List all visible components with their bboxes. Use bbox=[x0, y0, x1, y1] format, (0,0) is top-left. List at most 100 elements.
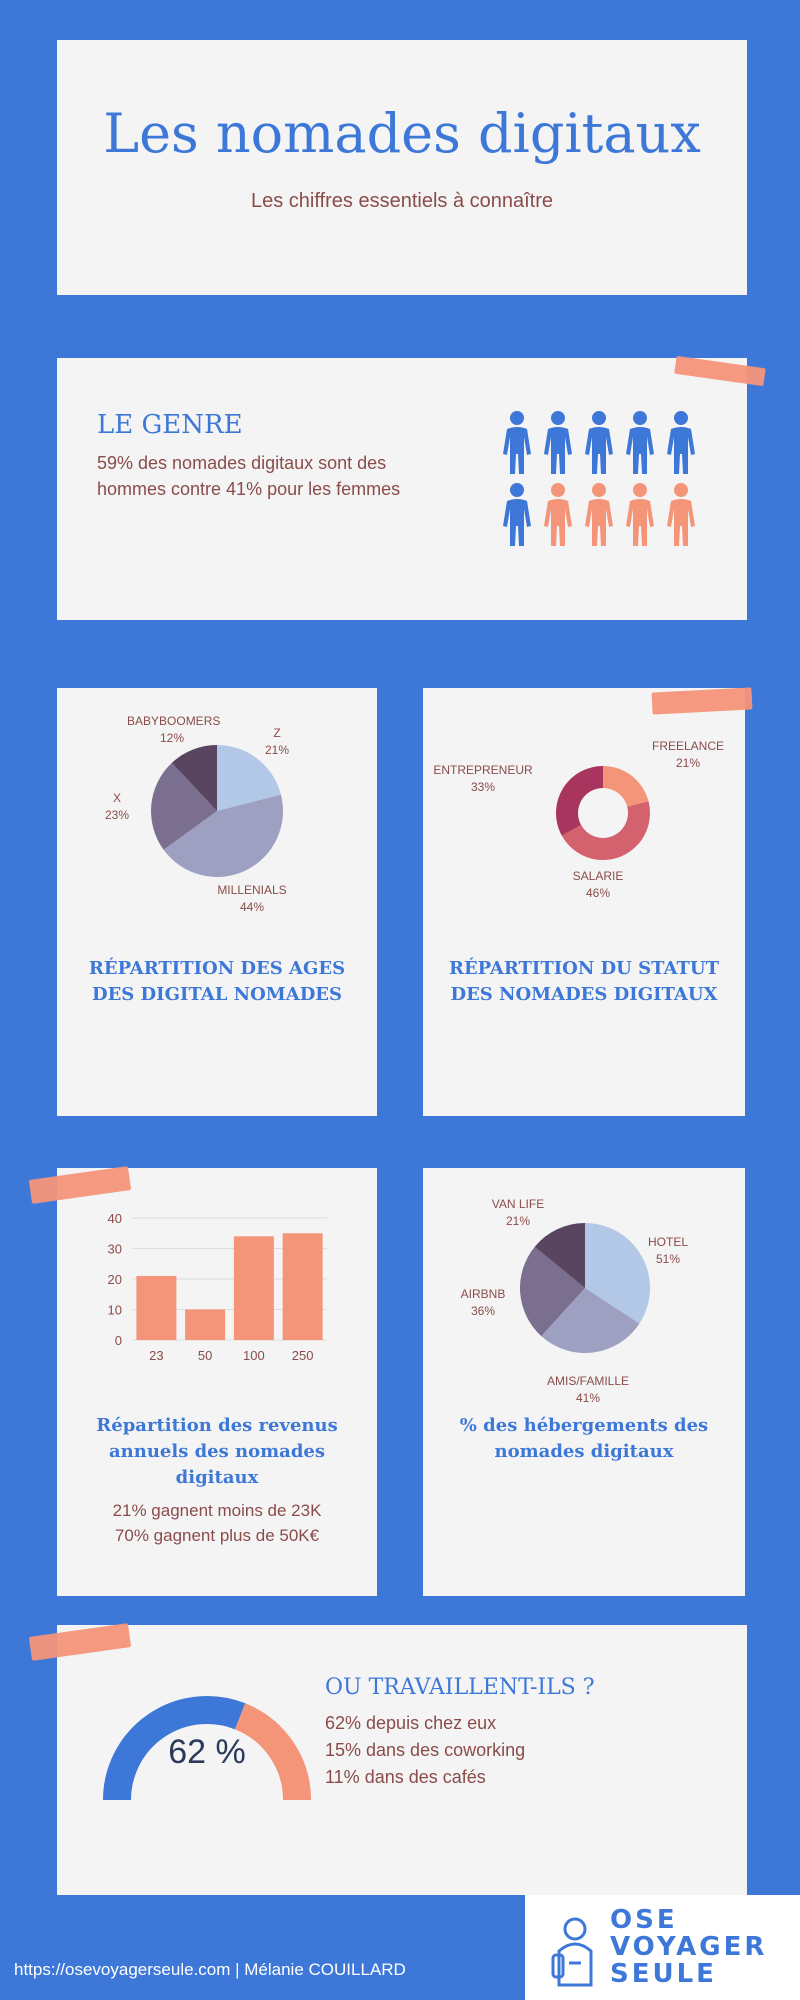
woman-icon bbox=[667, 483, 695, 546]
heb-label-amis-famille-name: AMIS/FAMILLE bbox=[546, 1374, 630, 1388]
logo-line-3: SEULE bbox=[610, 1959, 717, 1989]
statut-label-entrepreneur: ENTREPRENEUR 33% bbox=[433, 762, 533, 796]
travail-card: 62 % OU TRAVAILLENT-ILS ? 62% depuis che… bbox=[57, 1625, 747, 1895]
gauge-remainder bbox=[234, 1703, 311, 1801]
statut-title-line-1: RÉPARTITION DU STATUT bbox=[449, 958, 719, 979]
revenus-title: Répartition des revenus annuels des noma… bbox=[57, 1413, 377, 1491]
y-tick-label: 40 bbox=[108, 1211, 122, 1226]
logo-line-2: VOYAGER bbox=[610, 1932, 768, 1962]
statut-label-salarie-value: 46% bbox=[585, 886, 611, 900]
man-icon bbox=[667, 411, 695, 474]
travail-line-2: 15% dans des coworking bbox=[325, 1740, 526, 1760]
statut-donut-chart bbox=[556, 766, 650, 860]
woman-icon bbox=[585, 483, 613, 546]
ages-label-millenials: MILLENIALS 44% bbox=[207, 882, 297, 916]
woman-icon bbox=[544, 483, 572, 546]
genre-text: 59% des nomades digitaux sont des hommes… bbox=[97, 450, 400, 502]
ages-label-x-value: 23% bbox=[104, 808, 130, 822]
statut-label-salarie-name: SALARIE bbox=[572, 869, 624, 883]
x-tick-label: 50 bbox=[198, 1348, 212, 1363]
y-tick-label: 0 bbox=[115, 1333, 122, 1348]
header-card: Les nomades digitaux Les chiffres essent… bbox=[57, 40, 747, 295]
statut-title: RÉPARTITION DU STATUT DES NOMADES DIGITA… bbox=[423, 956, 745, 1008]
statut-slice-freelance bbox=[603, 766, 649, 807]
statut-slice-entrepreneur bbox=[556, 766, 603, 836]
ages-slice-z bbox=[217, 745, 281, 811]
gauge-fill bbox=[103, 1696, 246, 1801]
hebergements-pie-chart bbox=[520, 1223, 650, 1353]
statut-label-entrepreneur-value: 33% bbox=[470, 780, 496, 794]
revenus-card: 0 10 20 30 40 23 50 100 250 Répartition des reve… bbox=[57, 1168, 377, 1596]
statut-label-entrepreneur-name: ENTREPRENEUR bbox=[433, 763, 533, 777]
statut-slice-salarie bbox=[561, 801, 650, 860]
ages-title-line-2: DES DIGITAL NOMADES bbox=[91, 984, 343, 1005]
statut-label-freelance-name: FREELANCE bbox=[651, 739, 725, 753]
man-icon bbox=[544, 411, 572, 474]
revenus-title-line-2: annuels des nomades bbox=[108, 1441, 326, 1462]
ages-title-line-1: RÉPARTITION DES AGES bbox=[88, 958, 346, 979]
heb-slice-airbnb bbox=[520, 1246, 585, 1337]
revenus-stats: 21% gagnent moins de 23K 70% gagnent plu… bbox=[57, 1498, 377, 1548]
people-icons bbox=[503, 411, 695, 546]
heb-label-hotel-name: HOTEL bbox=[647, 1235, 688, 1249]
heb-slice-hotel bbox=[585, 1223, 650, 1324]
y-tick-label: 10 bbox=[108, 1303, 122, 1318]
heb-label-van-life: VAN LIFE 21% bbox=[483, 1196, 553, 1230]
revenus-stat-1: 21% gagnent moins de 23K bbox=[112, 1501, 322, 1520]
ages-slice-millenials bbox=[163, 794, 283, 877]
statut-label-freelance-value: 21% bbox=[675, 756, 701, 770]
statut-label-freelance: FREELANCE 21% bbox=[643, 738, 733, 772]
man-icon bbox=[503, 483, 531, 546]
hebergements-card: VAN LIFE 21% HOTEL 51% AIRBNB 36% AMIS/F… bbox=[423, 1168, 745, 1596]
woman-icon bbox=[626, 483, 654, 546]
page-subtitle: Les chiffres essentiels à connaître bbox=[250, 190, 554, 212]
genre-text-line-1: 59% des nomades digitaux sont des bbox=[97, 453, 387, 473]
logo-text: OSE VOYAGER SEULE bbox=[610, 1907, 767, 1988]
ages-label-babyboomers: BABYBOOMERS 12% bbox=[127, 713, 221, 747]
ages-label-babyboomers-name: BABYBOOMERS bbox=[127, 714, 221, 728]
hebergements-title: % des hébergements des nomades digitaux bbox=[423, 1413, 745, 1465]
page-title: Les nomades digitaux bbox=[103, 102, 701, 165]
footer-credit: https://osevoyagerseule.com | Mélanie CO… bbox=[14, 1960, 406, 1979]
heb-label-airbnb-name: AIRBNB bbox=[460, 1287, 506, 1301]
ages-label-x-name: X bbox=[112, 791, 121, 805]
logo-line-1: OSE bbox=[610, 1905, 678, 1935]
travail-lines: 62% depuis chez eux 15% dans des coworki… bbox=[325, 1710, 525, 1791]
genre-card: LE GENRE 59% des nomades digitaux sont d… bbox=[57, 358, 747, 620]
man-icon bbox=[503, 411, 531, 474]
y-tick-label: 20 bbox=[108, 1272, 122, 1287]
ages-title: RÉPARTITION DES AGES DES DIGITAL NOMADES bbox=[57, 956, 377, 1008]
ages-label-z-value: 21% bbox=[264, 743, 290, 757]
hebergements-title-line-2: nomades digitaux bbox=[494, 1441, 674, 1462]
revenus-title-line-3: digitaux bbox=[175, 1467, 259, 1488]
x-tick-label: 100 bbox=[243, 1348, 265, 1363]
genre-heading: LE GENRE bbox=[97, 410, 243, 440]
bar-23 bbox=[136, 1275, 177, 1340]
heb-slice-van-life bbox=[534, 1223, 585, 1288]
ages-label-millenials-name: MILLENIALS bbox=[217, 883, 287, 897]
statut-title-line-2: DES NOMADES DIGITAUX bbox=[450, 984, 718, 1005]
revenus-stat-2: 70% gagnent plus de 50K€ bbox=[114, 1526, 320, 1545]
ages-label-z: Z 21% bbox=[252, 725, 302, 759]
logo-box: OSE VOYAGER SEULE bbox=[525, 1895, 800, 2000]
travail-gauge bbox=[103, 1696, 311, 1801]
heb-label-van-life-value: 21% bbox=[505, 1214, 531, 1228]
ages-label-x: X 23% bbox=[97, 790, 137, 824]
ages-label-babyboomers-value: 12% bbox=[159, 731, 185, 745]
ages-label-z-name: Z bbox=[273, 726, 281, 740]
revenus-title-line-1: Répartition des revenus bbox=[96, 1415, 338, 1436]
man-icon bbox=[585, 411, 613, 474]
x-tick-label: 23 bbox=[149, 1348, 163, 1363]
heb-label-amis-famille: AMIS/FAMILLE 41% bbox=[533, 1373, 643, 1407]
ages-label-millenials-value: 44% bbox=[239, 900, 265, 914]
man-icon bbox=[626, 411, 654, 474]
ages-slice-babyboomers bbox=[171, 745, 217, 811]
heb-label-hotel-value: 51% bbox=[655, 1252, 681, 1266]
y-tick-label: 30 bbox=[108, 1242, 122, 1257]
x-tick-label: 250 bbox=[292, 1348, 314, 1363]
statut-card: ENTREPRENEUR 33% FREELANCE 21% SALARIE 4… bbox=[423, 688, 745, 1116]
bar-250 bbox=[282, 1233, 323, 1340]
heb-label-amis-famille-value: 41% bbox=[575, 1391, 601, 1405]
heb-label-airbnb-value: 36% bbox=[470, 1304, 496, 1318]
travail-line-1: 62% depuis chez eux bbox=[325, 1713, 497, 1733]
